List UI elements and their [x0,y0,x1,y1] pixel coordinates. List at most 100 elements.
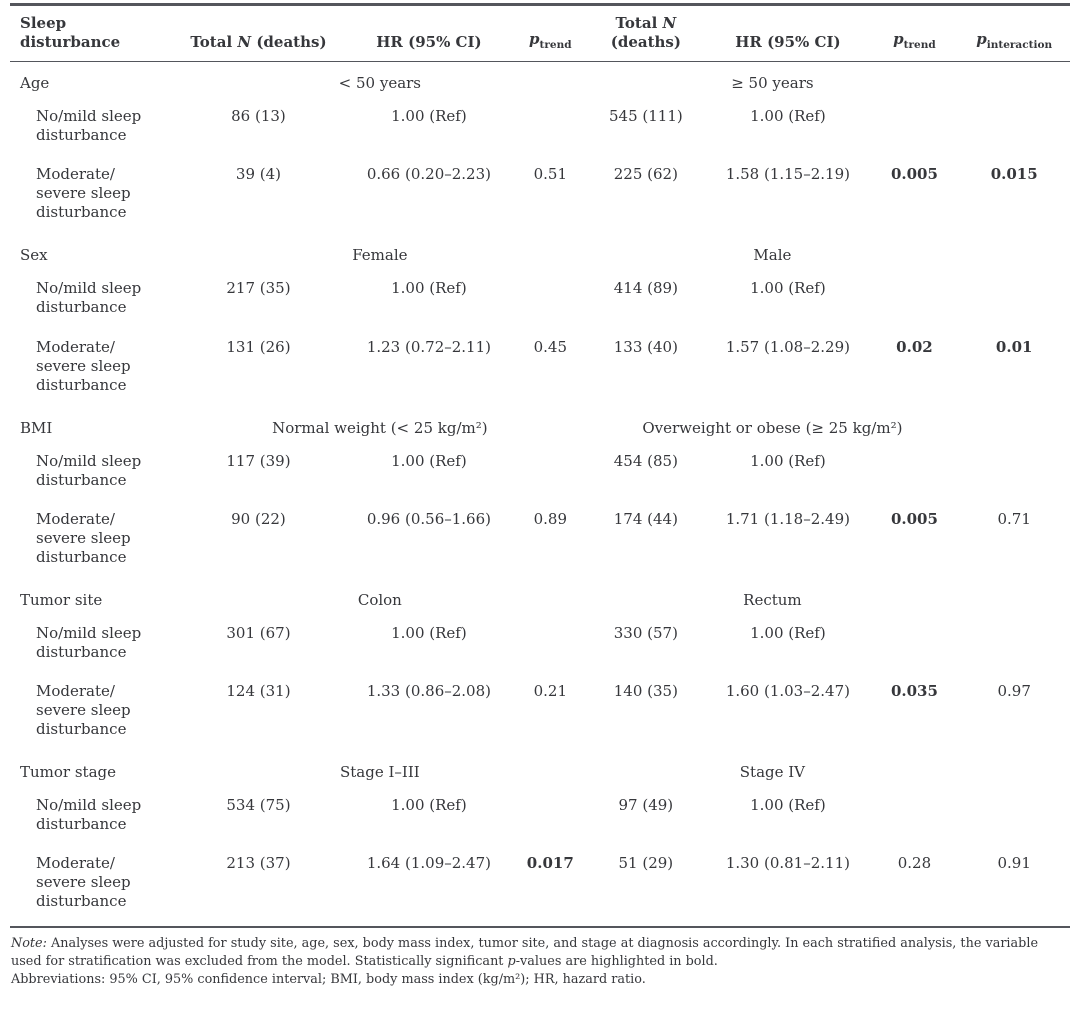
value-cell [958,444,1070,502]
header-row: Sleep disturbance Total N (deaths) HR (9… [10,2,1070,63]
header-total-n-2: Total N (deaths) [586,2,706,63]
value-cell: 0.017 [514,846,587,928]
empty-cell [958,62,1070,100]
value-cell: 1.00 (Ref) [391,279,467,298]
value-cell: 1.00 (Ref) [391,623,467,642]
note-text-1: Analyses were adjusted for study site, a… [11,935,1039,969]
value-cell: 97 (49) [618,796,674,815]
value-cell: 124 (31) [226,682,291,701]
data-row: Moderate/ severe sleep disturbance 90 (22… [10,502,1070,579]
value-cell: 1.64 (1.09–2.47) [343,846,515,928]
value-cell: 217 (35) [226,279,291,298]
row-label: No/mild sleep disturbance [36,796,142,834]
row-label: Moderate/ severe sleep disturbance [36,337,131,394]
header-trend-sub: trend [539,38,572,51]
header-p-interaction: pinteraction [958,2,1070,63]
value-cell: 0.005 [890,165,938,184]
value-cell: 0.66 (0.20–2.23) [366,165,491,184]
header-deaths-word: (deaths) [256,33,327,52]
note-line: Note: Analyses were adjusted for study s… [11,935,1070,971]
value-cell: 0.015 [990,165,1038,184]
header-n-italic: N [237,33,252,52]
header-total-word: Total [190,33,233,52]
table-footnotes: Note: Analyses were adjusted for study s… [10,928,1070,989]
category-label: Tumor stage [20,763,117,782]
empty-cell [958,751,1070,788]
value-cell: 0.005 [890,509,938,528]
data-row: No/mild sleep disturbance 534 (75) 1.00 (R… [10,788,1070,846]
header-total-word: Total [615,14,658,32]
value-cell: 1.58 (1.15–2.19) [725,165,850,184]
value-cell: 1.00 (Ref) [391,451,467,470]
value-cell: 1.71 (1.18–2.49) [725,509,850,528]
value-cell [871,444,959,502]
value-cell [514,616,586,674]
value-cell: 1.30 (0.81–2.11) [705,846,871,928]
value-cell: 0.51 [533,165,567,184]
header-sleep-disturbance: Sleep disturbance [10,2,174,63]
header-p-italic: p [976,29,987,48]
value-cell: 0.89 [533,509,567,528]
category-label: BMI [20,418,53,437]
stratum-label-left: Normal weight (< 25 kg/m²) [272,418,488,437]
stratum-label-right: Male [753,246,792,265]
table-body: Age < 50 years ≥ 50 years No/mild sleep dis… [10,62,1070,928]
value-cell: 1.33 (0.86–2.08) [366,682,491,701]
value-cell [514,788,586,846]
value-cell [871,616,959,674]
category-row: Tumor site Colon Rectum [10,579,1070,616]
value-cell: 140 (35) [613,682,678,701]
row-label: No/mild sleep disturbance [36,623,142,662]
category-row: Age < 50 years ≥ 50 years [10,62,1070,100]
value-cell: 1.23 (0.72–2.11) [366,337,491,356]
value-cell [514,99,586,157]
value-cell: 86 (13) [231,107,286,126]
row-label: No/mild sleep disturbance [36,107,142,145]
stratum-label-left: Stage I–III [339,763,420,782]
value-cell: 545 (111) [608,107,683,126]
header-trend-sub: trend [903,38,936,51]
category-row: Sex Female Male [10,234,1070,271]
note-text-2: -values are highlighted in bold. [515,953,718,969]
row-label: Moderate/ severe sleep disturbance [36,509,131,566]
empty-cell [958,579,1070,616]
value-cell: 1.00 (Ref) [750,623,826,642]
data-row: No/mild sleep disturbance 86 (13) 1.00 (Re… [10,99,1070,157]
header-p-italic: p [529,29,540,48]
value-cell: 0.01 [995,337,1033,356]
value-cell: 1.00 (Ref) [750,279,826,298]
row-label: No/mild sleep disturbance [36,279,142,317]
value-cell: 0.21 [533,682,567,701]
data-row: Moderate/ severe sleep disturbance 124 (3… [10,674,1070,751]
data-row: No/mild sleep disturbance 301 (67) 1.00 (R… [10,616,1070,674]
value-cell: 133 (40) [613,337,678,356]
stratum-label-right: Overweight or obese (≥ 25 kg/m²) [642,418,903,437]
stratum-label-right: Rectum [743,590,802,609]
stratified-survival-table: Sleep disturbance Total N (deaths) HR (9… [10,2,1070,928]
stratum-label-right: Stage IV [739,763,806,782]
value-cell [958,271,1070,329]
row-label: Moderate/ severe sleep disturbance [36,682,131,739]
row-label: No/mild sleep disturbance [36,451,142,489]
value-cell: 0.28 [870,846,959,928]
value-cell: 534 (75) [226,796,291,815]
empty-cell [958,234,1070,271]
header-hr-2: HR (95% CI) [705,2,871,63]
value-cell: 51 (29) [586,846,706,928]
stratum-label-right: ≥ 50 years [731,74,814,93]
header-deaths-word: (deaths) [610,33,681,52]
value-cell: 213 (37) [173,846,344,928]
header-total-n-1: Total N (deaths) [173,2,344,63]
value-cell: 0.97 [997,682,1031,701]
value-cell [871,271,959,329]
data-row: Moderate/ severe sleep disturbance 213 (3… [10,846,1070,928]
note-label: Note: [11,935,47,951]
value-cell [514,444,586,502]
value-cell: 0.96 (0.56–1.66) [366,509,491,528]
value-cell: 0.02 [896,337,933,356]
header-n-italic: N [662,14,677,32]
header-p-trend-1: ptrend [514,2,587,63]
row-label: Moderate/ severe sleep disturbance [36,165,131,222]
value-cell: 0.71 [997,509,1031,528]
value-cell: 39 (4) [235,165,282,184]
